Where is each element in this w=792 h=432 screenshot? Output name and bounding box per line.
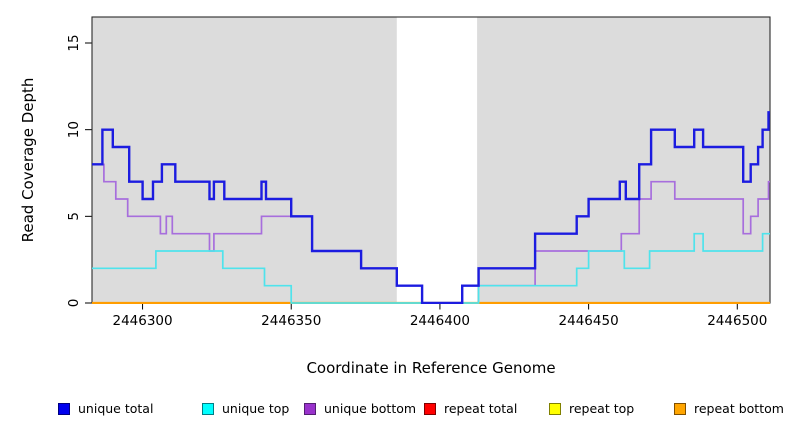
y-axis-title: Read Coverage Depth — [19, 78, 37, 243]
coverage-gap-band — [396, 17, 478, 303]
legend-label: repeat top — [569, 401, 635, 416]
chart-legend: unique total unique top unique bottom re… — [0, 399, 792, 423]
legend-label: repeat total — [444, 401, 518, 416]
x-tick-label: 2446500 — [707, 313, 767, 329]
legend-item-repeat-bottom: repeat bottom — [674, 399, 784, 419]
legend-item-unique-bottom: unique bottom — [304, 399, 416, 419]
legend-item-repeat-top: repeat top — [549, 399, 634, 419]
legend-label: unique top — [222, 401, 290, 416]
unique-bottom-swatch-icon — [304, 403, 316, 415]
repeat-total-swatch-icon — [424, 403, 436, 415]
series-lines — [92, 111, 770, 304]
x-axis-ticks: 2446300 2446350 2446400 2446450 2446500 — [112, 303, 767, 329]
legend-label: unique total — [78, 401, 154, 416]
repeat-top-swatch-icon — [549, 403, 561, 415]
legend-item-repeat-total: repeat total — [424, 399, 517, 419]
legend-label: unique bottom — [324, 401, 417, 416]
unique-top-swatch-icon — [202, 403, 214, 415]
y-tick-label: 0 — [66, 299, 82, 308]
repeat-bottom-swatch-icon — [674, 403, 686, 415]
legend-label: repeat bottom — [694, 401, 784, 416]
x-axis-title: Coordinate in Reference Genome — [306, 359, 555, 377]
y-axis-ticks: 0 5 10 15 — [66, 34, 92, 307]
x-tick-label: 2446350 — [261, 313, 321, 329]
unique-total-swatch-icon — [58, 403, 70, 415]
legend-item-unique-total: unique total — [58, 399, 153, 419]
y-tick-label: 10 — [66, 121, 82, 138]
series-line-unique-total — [92, 111, 770, 304]
x-tick-label: 2446400 — [410, 313, 470, 329]
legend-item-unique-top: unique top — [202, 399, 289, 419]
y-tick-label: 5 — [66, 212, 82, 221]
x-tick-label: 2446300 — [112, 313, 172, 329]
x-tick-label: 2446450 — [559, 313, 619, 329]
series-line-unique-top — [92, 232, 770, 304]
y-tick-label: 15 — [66, 34, 82, 51]
